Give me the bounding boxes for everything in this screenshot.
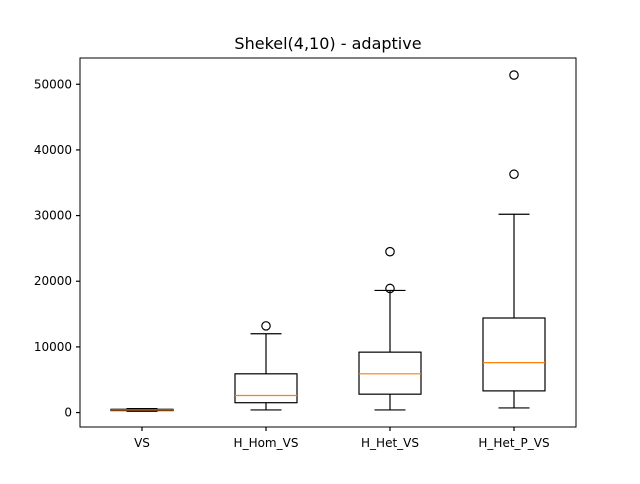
y-tick-label: 40000	[34, 143, 72, 157]
outlier-point	[509, 169, 519, 180]
box-h-het-vs	[358, 351, 422, 395]
outlier-point	[509, 70, 519, 80]
x-tick-label: H_Hom_VS	[234, 436, 299, 450]
outlier-point	[261, 321, 271, 331]
axes-frame	[79, 57, 577, 428]
y-tick-label: 0	[64, 406, 72, 420]
y-tick-label: 20000	[34, 274, 72, 288]
y-tick-label: 50000	[34, 77, 72, 91]
x-tick-label: H_Het_P_VS	[478, 436, 549, 450]
y-tick-label: 30000	[34, 209, 72, 223]
box-h-het-p-vs	[482, 317, 546, 392]
x-tick-label: VS	[134, 436, 150, 450]
outlier-point	[385, 246, 395, 257]
box-h-hom-vs	[234, 373, 298, 404]
y-tick-label: 10000	[34, 340, 72, 354]
chart-title: Shekel(4,10) - adaptive	[234, 34, 421, 53]
x-tick-label: H_Het_VS	[361, 436, 419, 450]
plot-area: 0 10000 20000 30000 40000 50000 VS H_Hom_VS H_He…	[34, 57, 577, 450]
outlier-point	[385, 283, 395, 294]
